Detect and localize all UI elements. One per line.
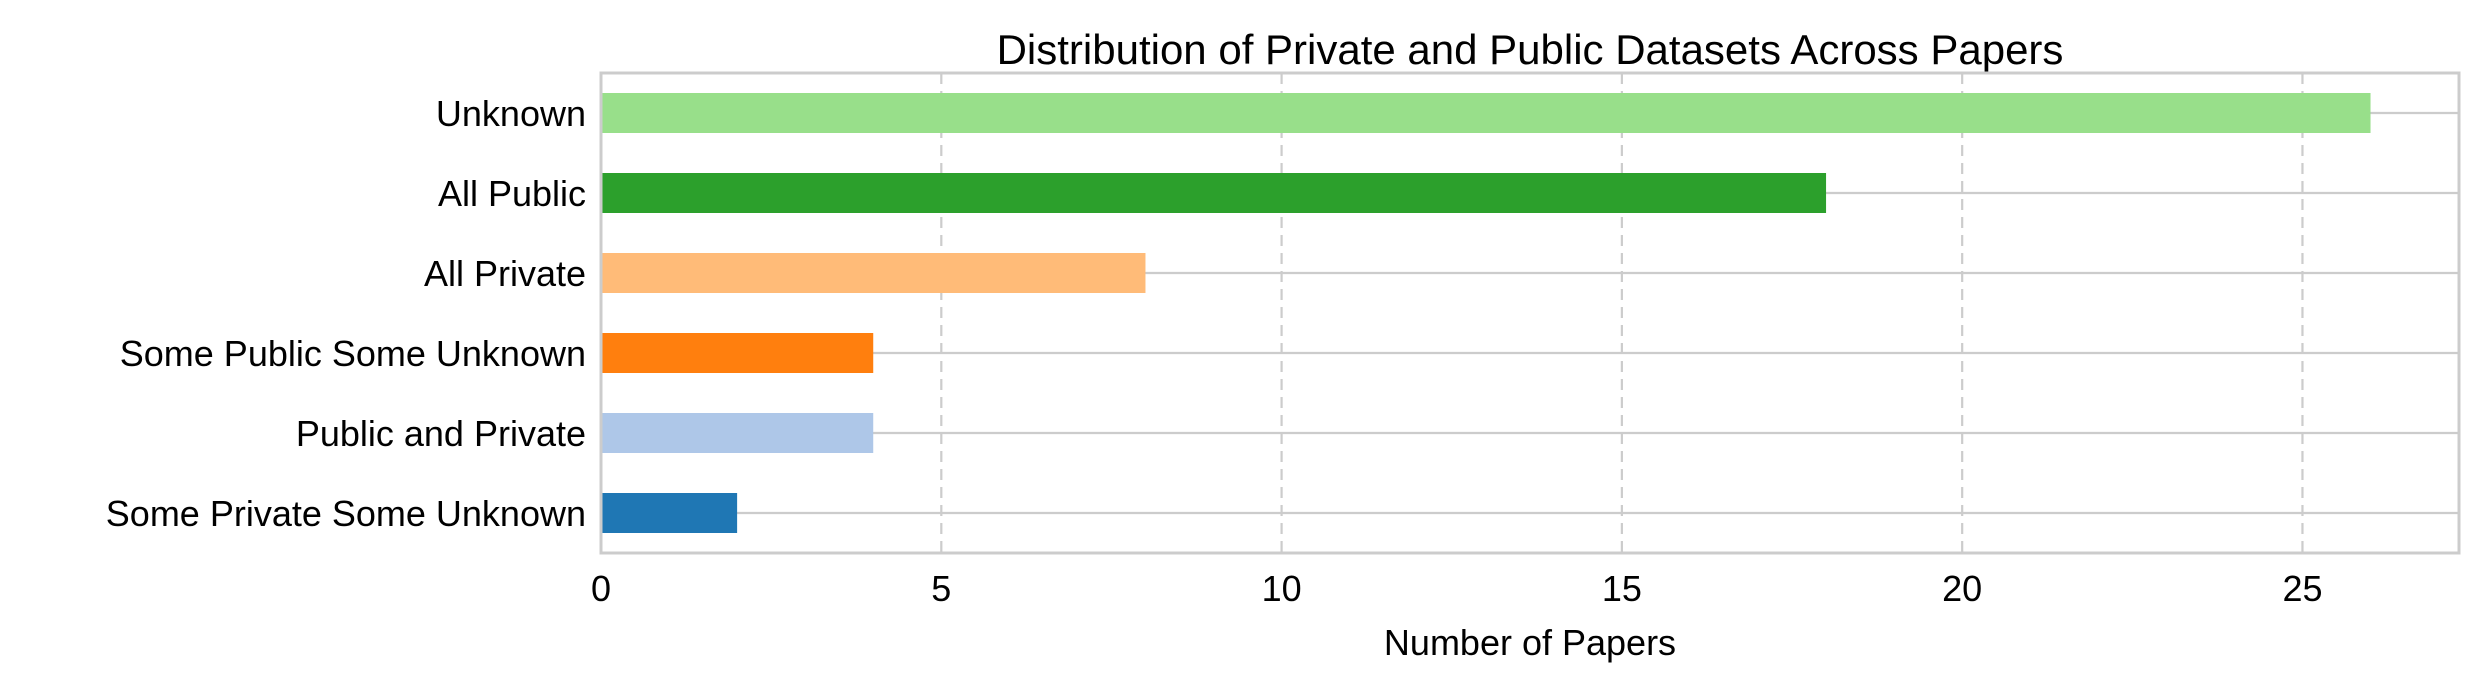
plot-frame bbox=[599, 71, 2461, 555]
bar bbox=[601, 333, 874, 373]
bar bbox=[601, 173, 1827, 213]
bar bbox=[601, 253, 1146, 293]
bar bbox=[601, 493, 738, 533]
x-tick-label: 15 bbox=[1602, 568, 1642, 609]
bars bbox=[601, 93, 2371, 533]
y-tick-labels: Some Private Some Unknown Public and Priv… bbox=[106, 93, 586, 534]
x-tick-label: 20 bbox=[1942, 568, 1982, 609]
bar bbox=[601, 93, 2371, 133]
x-axis-label: Number of Papers bbox=[1384, 622, 1676, 663]
bar bbox=[601, 413, 874, 453]
y-tick-label: Public and Private bbox=[296, 413, 586, 454]
y-tick-label: Some Private Some Unknown bbox=[106, 493, 586, 534]
y-tick-label: Unknown bbox=[436, 93, 586, 134]
chart-title: Distribution of Private and Public Datas… bbox=[997, 26, 2064, 73]
y-tick-label: All Public bbox=[438, 173, 586, 214]
x-tick-label: 5 bbox=[931, 568, 951, 609]
x-tick-labels: 0 5 10 15 20 25 bbox=[591, 568, 2323, 609]
x-tick-label: 25 bbox=[2282, 568, 2322, 609]
y-tick-label: All Private bbox=[424, 253, 586, 294]
y-tick-label: Some Public Some Unknown bbox=[120, 333, 586, 374]
grid-lines bbox=[601, 73, 2459, 553]
x-tick-label: 10 bbox=[1262, 568, 1302, 609]
x-tick-label: 0 bbox=[591, 568, 611, 609]
